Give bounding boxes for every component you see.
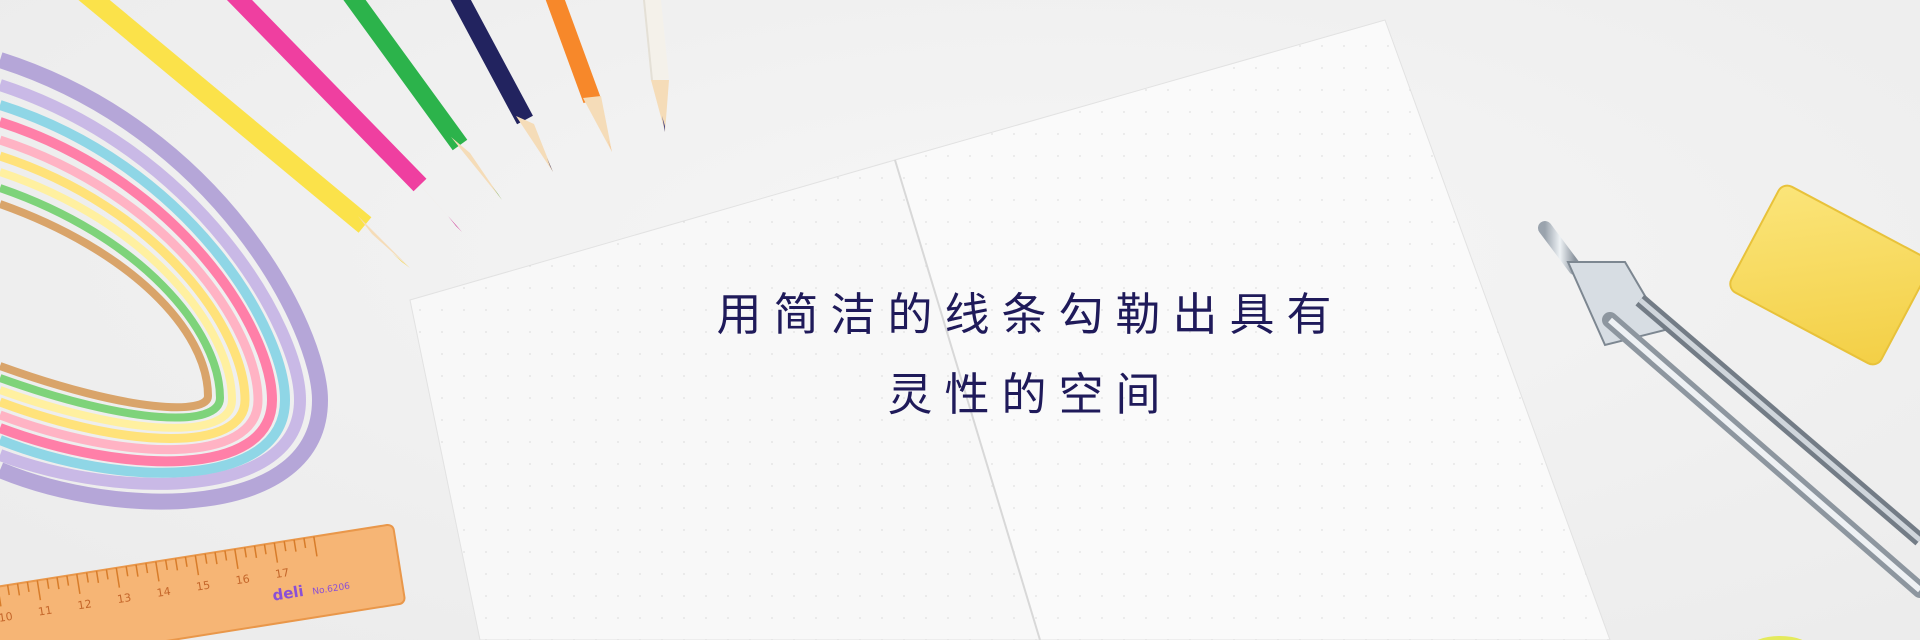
- ruler-tick-label: 15: [195, 578, 211, 593]
- ruler-tick-label: 12: [77, 597, 93, 612]
- headline-line-1: 用简洁的线条勾勒出具有: [530, 275, 1530, 355]
- highlighter-cap: [1750, 636, 1810, 640]
- eraser: [1727, 182, 1920, 368]
- paper-quilling-strips: [0, 60, 320, 502]
- ruler-tick-label: 14: [156, 585, 172, 600]
- ruler-tick-label: 16: [235, 572, 251, 587]
- ruler-tick-label: 10: [0, 610, 14, 625]
- ruler: 10 11 12 13 14 15 16 17 deli No.6206: [0, 524, 405, 640]
- pencil-orange: [548, 0, 612, 152]
- ruler-tick-label: 17: [274, 566, 290, 581]
- pencil-white: [642, 0, 669, 132]
- headline-line-2: 灵性的空间: [530, 355, 1530, 435]
- ruler-tick-label: 11: [37, 604, 53, 619]
- pencil-navy: [450, 0, 553, 172]
- ruler-tick-label: 13: [116, 591, 132, 606]
- headline: 用简洁的线条勾勒出具有 灵性的空间: [530, 275, 1530, 435]
